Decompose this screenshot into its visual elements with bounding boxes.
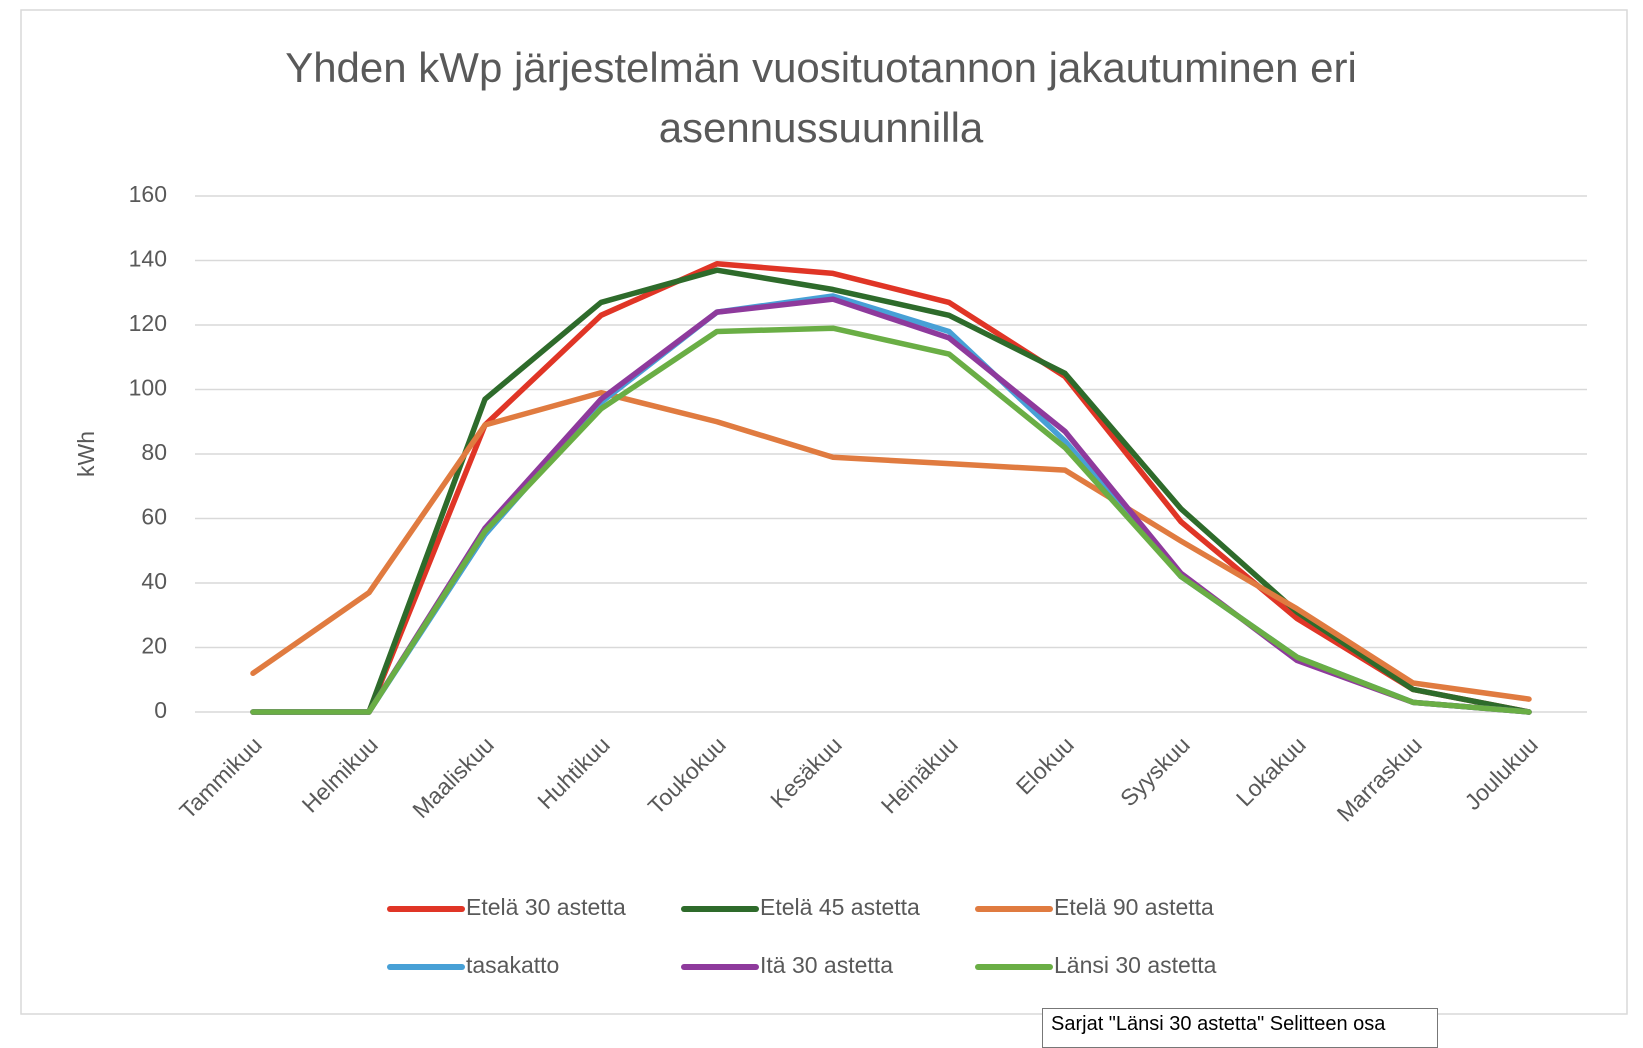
legend-label: Itä 30 astetta <box>760 952 893 978</box>
legend-label: Etelä 90 astetta <box>1054 894 1214 920</box>
series-line <box>250 325 1532 715</box>
y-tick-label: 60 <box>141 504 167 530</box>
legend-label: tasakatto <box>466 952 559 978</box>
y-tick-label: 0 <box>154 697 167 723</box>
y-tick-label: 40 <box>141 568 167 594</box>
legend-label: Länsi 30 astetta <box>1054 952 1217 978</box>
y-tick-label: 20 <box>141 633 167 659</box>
y-tick-label: 120 <box>129 310 167 336</box>
y-tick-label: 140 <box>129 246 167 272</box>
y-tick-label: 100 <box>129 375 167 401</box>
legend-label: Etelä 30 astetta <box>466 894 626 920</box>
chart-title: Yhden kWp järjestelmän vuosituotannon ja… <box>285 44 1357 151</box>
tooltip: Sarjat "Länsi 30 astetta" Selitteen osa <box>1042 1008 1438 1048</box>
chart-frame <box>20 9 1628 1015</box>
series-line <box>250 260 1532 715</box>
y-axis-label: kWh <box>73 431 99 477</box>
page: kWh 0 20 40 60 80 100 120 140 160 Tammikuu Helmiku… <box>20 9 1628 1048</box>
series-line <box>250 389 1532 702</box>
y-tick-label: 80 <box>141 439 167 465</box>
legend-label: Etelä 45 astetta <box>760 894 920 920</box>
y-tick-label: 160 <box>129 181 167 207</box>
